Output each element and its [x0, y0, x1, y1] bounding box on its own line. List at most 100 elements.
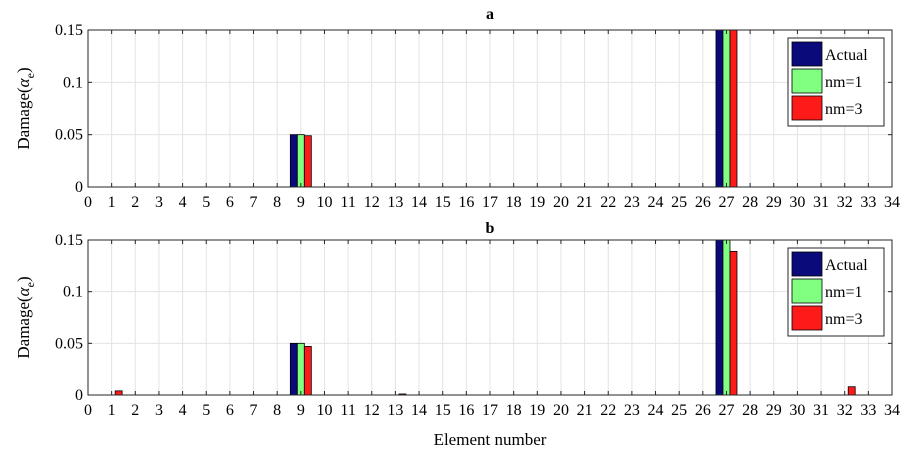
x-tick-label: 29 — [766, 194, 782, 211]
x-tick-label: 10 — [316, 194, 332, 211]
y-tick-label: 0.1 — [63, 74, 83, 91]
x-tick-label: 28 — [742, 402, 758, 419]
x-tick-label: 12 — [364, 194, 380, 211]
y-axis-label: Damage(αe) — [14, 276, 37, 358]
y-axis-label-subscript: e — [23, 73, 37, 78]
chart-title: a — [486, 6, 494, 23]
bar-nm1-element-27 — [722, 239, 731, 396]
y-tick-label: 0 — [75, 179, 83, 196]
legend-swatch-actual — [791, 41, 823, 67]
x-tick-label: 10 — [316, 402, 332, 419]
x-tick-label: 6 — [226, 402, 234, 419]
bar-nm1-element-9 — [296, 134, 305, 188]
legend: Actual nm=1 nm=3 — [787, 247, 885, 337]
x-tick-label: 23 — [624, 194, 640, 211]
x-tick-label: 15 — [435, 402, 451, 419]
x-tick-label: 17 — [482, 194, 498, 211]
y-axis-label-subscript: e — [23, 282, 37, 287]
y-tick-label: 0.15 — [55, 22, 83, 39]
bar-nm3-element-27 — [729, 29, 738, 188]
x-tick-label: 34 — [884, 402, 900, 419]
x-tick-label: 13 — [387, 194, 403, 211]
legend-swatch-nm3 — [791, 305, 823, 331]
legend-label: Actual — [825, 47, 868, 64]
x-tick-label: 16 — [458, 194, 474, 211]
x-tick-label: 1 — [108, 194, 116, 211]
y-axis-label-text: Damage( — [14, 87, 33, 150]
x-tick-label: 29 — [766, 402, 782, 419]
x-tick-label: 8 — [273, 402, 281, 419]
legend-swatch-actual — [791, 251, 823, 277]
x-tick-label: 32 — [837, 194, 853, 211]
bar-nm3-element-27 — [729, 250, 738, 396]
bar-nm3-element-9 — [303, 135, 312, 188]
x-tick-label: 24 — [648, 194, 664, 211]
x-tick-label: 8 — [273, 194, 281, 211]
x-tick-label: 18 — [506, 402, 522, 419]
y-tick-label: 0.15 — [55, 232, 83, 249]
x-tick-label: 0 — [84, 194, 92, 211]
x-tick-label: 15 — [435, 194, 451, 211]
legend-swatch-nm1 — [791, 68, 823, 94]
x-tick-label: 19 — [529, 194, 545, 211]
x-tick-label: 21 — [577, 194, 593, 211]
x-tick-label: 1 — [108, 402, 116, 419]
x-tick-label: 5 — [202, 194, 210, 211]
x-tick-label: 14 — [411, 194, 427, 211]
x-tick-label: 12 — [364, 402, 380, 419]
x-tick-label: 28 — [742, 194, 758, 211]
bar-nm3-element-32 — [847, 386, 856, 396]
y-tick-label: 0.05 — [55, 335, 83, 352]
x-tick-label: 30 — [789, 402, 805, 419]
legend-swatch-nm1 — [791, 278, 823, 304]
bar-actual-element-9 — [289, 342, 298, 396]
x-tick-label: 27 — [718, 194, 734, 211]
x-tick-label: 19 — [529, 402, 545, 419]
x-tick-label: 34 — [884, 194, 900, 211]
bar-actual-element-27 — [715, 29, 724, 188]
x-tick-label: 11 — [340, 402, 355, 419]
x-tick-label: 17 — [482, 402, 498, 419]
x-tick-label: 4 — [179, 402, 187, 419]
x-tick-label: 22 — [600, 402, 616, 419]
y-axis-label-symbol: α — [14, 286, 33, 296]
chart-panel-a: 0 1 2 3 4 5 6 7 8 9 10 11 12 13 14 15 16 17 18 19 20 21 22 23 24… — [14, 6, 900, 211]
y-tick-label: 0.05 — [55, 127, 83, 144]
x-tick-label: 21 — [577, 402, 593, 419]
x-tick-label: 24 — [648, 402, 664, 419]
x-tick-label: 27 — [718, 402, 734, 419]
y-axis-label-symbol: α — [14, 77, 33, 87]
x-tick-label: 2 — [131, 194, 139, 211]
x-tick-label: 33 — [860, 402, 876, 419]
x-tick-label: 14 — [411, 402, 427, 419]
x-tick-label: 20 — [553, 194, 569, 211]
x-axis-label: Element number — [434, 430, 547, 449]
x-tick-label: 3 — [155, 402, 163, 419]
legend-label: nm=1 — [825, 74, 862, 91]
x-tick-label: 31 — [813, 194, 829, 211]
x-tick-label: 25 — [671, 402, 687, 419]
x-tick-label: 20 — [553, 402, 569, 419]
y-axis-label-close: ) — [14, 276, 33, 282]
legend-label: Actual — [825, 257, 868, 274]
legend-swatch-nm3 — [791, 95, 823, 121]
y-axis-label: Damage(αe) — [14, 67, 37, 149]
x-tick-label: 26 — [695, 402, 711, 419]
bar-nm3-element-1 — [114, 390, 123, 396]
y-tick-label: 0 — [75, 387, 83, 404]
chart-panel-b: 0 1 2 3 4 5 6 7 8 9 10 11 12 13 14 15 16 17 18 19 20 21 22 23 24… — [14, 220, 900, 449]
legend-label: nm=1 — [825, 284, 862, 301]
bar-actual-element-27 — [715, 239, 724, 396]
x-tick-label: 26 — [695, 194, 711, 211]
chart-title: b — [486, 220, 495, 237]
x-tick-label: 9 — [297, 402, 305, 419]
x-tick-label: 22 — [600, 194, 616, 211]
x-tick-label: 13 — [387, 402, 403, 419]
x-tick-label: 25 — [671, 194, 687, 211]
bar-nm1-element-9 — [296, 342, 305, 396]
x-tick-label: 32 — [837, 402, 853, 419]
x-tick-label: 30 — [789, 194, 805, 211]
x-tick-label: 0 — [84, 402, 92, 419]
